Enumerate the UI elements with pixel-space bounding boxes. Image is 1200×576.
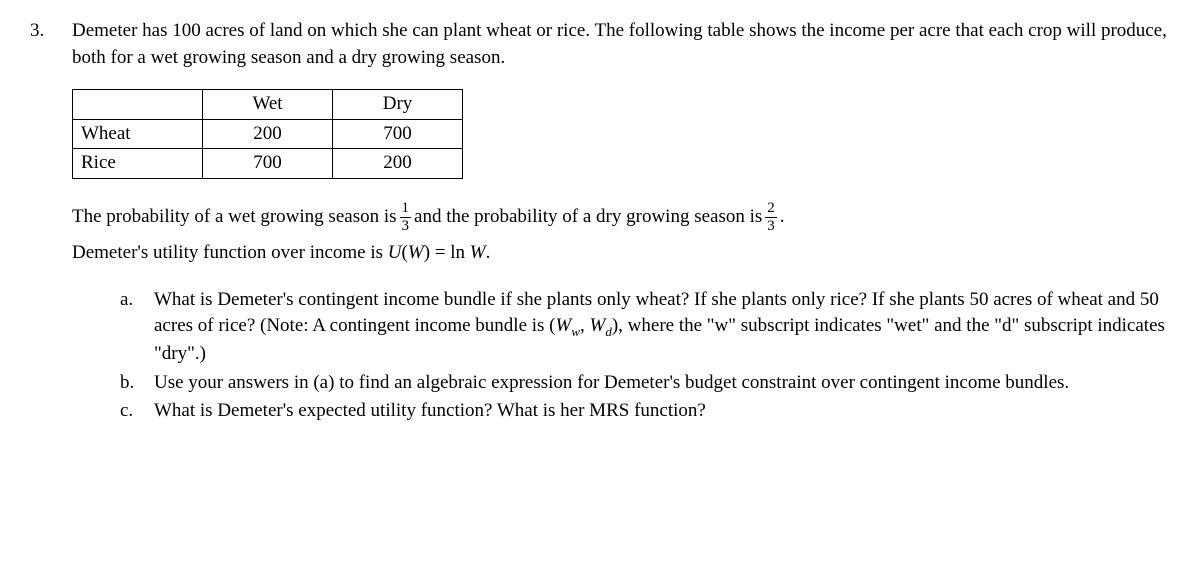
part-content: What is Demeter's expected utility funct… <box>154 398 1170 425</box>
prob-post: . <box>780 204 785 231</box>
utility-W2: W <box>470 242 486 263</box>
utility-text: Demeter's utility function over income i… <box>72 240 1170 267</box>
income-table: Wet Dry Wheat 200 700 Rice 700 200 <box>72 89 463 179</box>
part-content: Use your answers in (a) to find an algeb… <box>154 370 1170 397</box>
table-cell: 200 <box>333 149 463 179</box>
sub-parts: a. What is Demeter's contingent income b… <box>72 287 1170 425</box>
fraction-denominator: 3 <box>765 218 777 234</box>
part-b: b. Use your answers in (a) to find an al… <box>120 370 1170 397</box>
table-cell: 700 <box>333 119 463 149</box>
subscript-w: w <box>571 324 580 339</box>
question-intro: Demeter has 100 acres of land on which s… <box>72 18 1170 71</box>
fraction-numerator: 2 <box>765 201 777 218</box>
fraction-two-thirds: 2 3 <box>765 201 777 234</box>
fraction-denominator: 3 <box>400 218 412 234</box>
table-cell: 700 <box>203 149 333 179</box>
var-W: W <box>590 315 606 336</box>
part-letter: c. <box>120 398 138 425</box>
table-header-empty <box>73 90 203 120</box>
utility-U: U <box>388 242 402 263</box>
part-a: a. What is Demeter's contingent income b… <box>120 287 1170 368</box>
table-cell: 200 <box>203 119 333 149</box>
utility-eq: ) = ln <box>424 242 470 263</box>
table-header-wet: Wet <box>203 90 333 120</box>
table-row-label: Rice <box>73 149 203 179</box>
part-content: What is Demeter's contingent income bund… <box>154 287 1170 368</box>
table-header-dry: Dry <box>333 90 463 120</box>
table-row-label: Wheat <box>73 119 203 149</box>
fraction-numerator: 1 <box>400 201 412 218</box>
probability-text: The probability of a wet growing season … <box>72 201 1170 234</box>
comma: , <box>580 315 590 336</box>
fraction-one-third: 1 3 <box>400 201 412 234</box>
var-W: W <box>556 315 572 336</box>
question-body: Demeter has 100 acres of land on which s… <box>72 18 1170 427</box>
utility-pre: Demeter's utility function over income i… <box>72 242 388 263</box>
table-header-row: Wet Dry <box>73 90 463 120</box>
prob-mid: and the probability of a dry growing sea… <box>414 204 762 231</box>
part-letter: a. <box>120 287 138 368</box>
question-3: 3. Demeter has 100 acres of land on whic… <box>30 18 1170 427</box>
part-letter: b. <box>120 370 138 397</box>
table-row: Rice 700 200 <box>73 149 463 179</box>
table-row: Wheat 200 700 <box>73 119 463 149</box>
question-number: 3. <box>30 18 54 427</box>
prob-pre: The probability of a wet growing season … <box>72 204 397 231</box>
utility-W: W <box>408 242 424 263</box>
utility-end: . <box>486 242 491 263</box>
part-c: c. What is Demeter's expected utility fu… <box>120 398 1170 425</box>
